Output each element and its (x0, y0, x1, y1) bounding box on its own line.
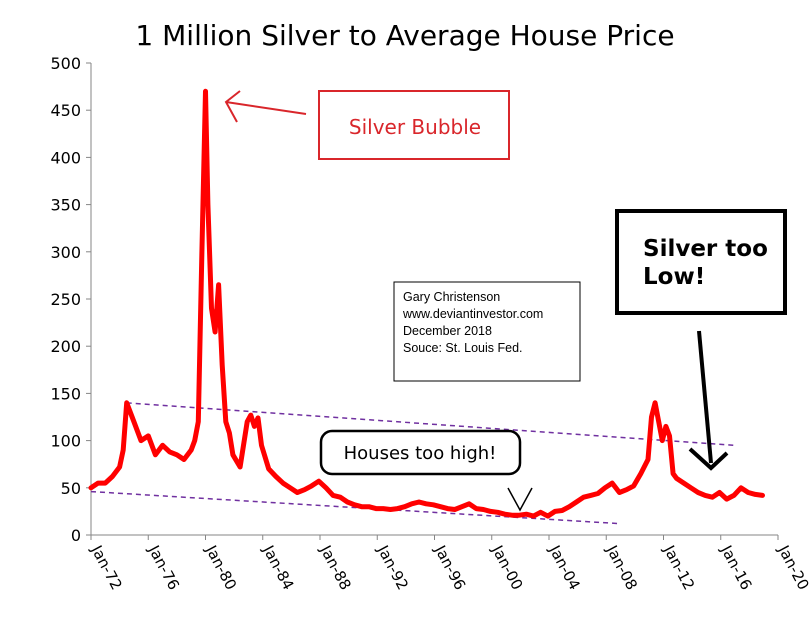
x-tick-label: Jan-12 (659, 542, 698, 593)
silver-bubble-annotation: Silver Bubble (224, 90, 510, 160)
y-tick-label: 250 (50, 290, 81, 309)
x-tick-label: Jan-88 (316, 542, 355, 593)
trendline (126, 402, 734, 447)
x-tick-label: Jan-80 (201, 542, 240, 593)
axes: 0 50 100 150 200 250 300 350 400 450 500 Jan-72 Jan-… (50, 54, 810, 593)
silver-too-low-arrow-shaft (697, 330, 713, 464)
x-tick-label: Jan-16 (717, 542, 756, 593)
houses-too-high-arrow (507, 487, 533, 512)
houses-too-high-annotation: Houses too high! (319, 429, 533, 512)
x-tick-label: Jan-00 (488, 542, 527, 593)
credit-line-2: www.deviantinvestor.com (402, 307, 543, 321)
series-layer (88, 88, 765, 519)
y-tick-label: 350 (50, 196, 81, 215)
credit-box-border (393, 281, 581, 382)
x-tick-label: Jan-84 (259, 542, 298, 593)
y-tick-label: 0 (71, 526, 81, 545)
y-tick-label: 450 (50, 101, 81, 120)
houses-too-high-box (319, 429, 522, 476)
silver-bubble-box (318, 90, 510, 160)
x-tick-label: Jan-92 (373, 542, 412, 593)
x-tick-label: Jan-20 (774, 542, 810, 593)
silver-too-low-box (615, 209, 787, 315)
credit-box: Gary Christenson www.deviantinvestor.com… (393, 281, 581, 382)
silver-bubble-label: Silver Bubble (349, 115, 481, 139)
y-tick-label: 200 (50, 337, 81, 356)
credit-line-3: December 2018 (403, 324, 492, 338)
silver-too-low-line-1: Silver too (643, 236, 768, 262)
silver-too-low-annotation: Silver too Low! (615, 209, 787, 471)
x-tick-label: Jan-04 (545, 542, 584, 593)
credit-line-1: Gary Christenson (403, 290, 500, 304)
x-tick-label: Jan-96 (430, 542, 469, 593)
silver-too-low-line-2: Low! (643, 264, 705, 290)
y-tick-label: 400 (50, 148, 81, 167)
series-line (88, 88, 765, 519)
y-tick-label: 500 (50, 54, 81, 73)
credit-line-4: Souce: St. Louis Fed. (403, 341, 523, 355)
x-tick-label: Jan-72 (87, 542, 126, 593)
silver-bubble-arrow (224, 90, 307, 123)
x-tick-label: Jan-76 (144, 542, 183, 593)
y-tick-label: 100 (50, 432, 81, 451)
x-tick-label: Jan-08 (602, 542, 641, 593)
y-tick-label: 150 (50, 384, 81, 403)
y-tick-label: 300 (50, 243, 81, 262)
silver-too-low-arrow-head (688, 447, 729, 471)
chart-title: 1 Million Silver to Average House Price (135, 19, 674, 52)
y-tick-label: 50 (61, 479, 81, 498)
houses-too-high-label: Houses too high! (344, 443, 497, 464)
